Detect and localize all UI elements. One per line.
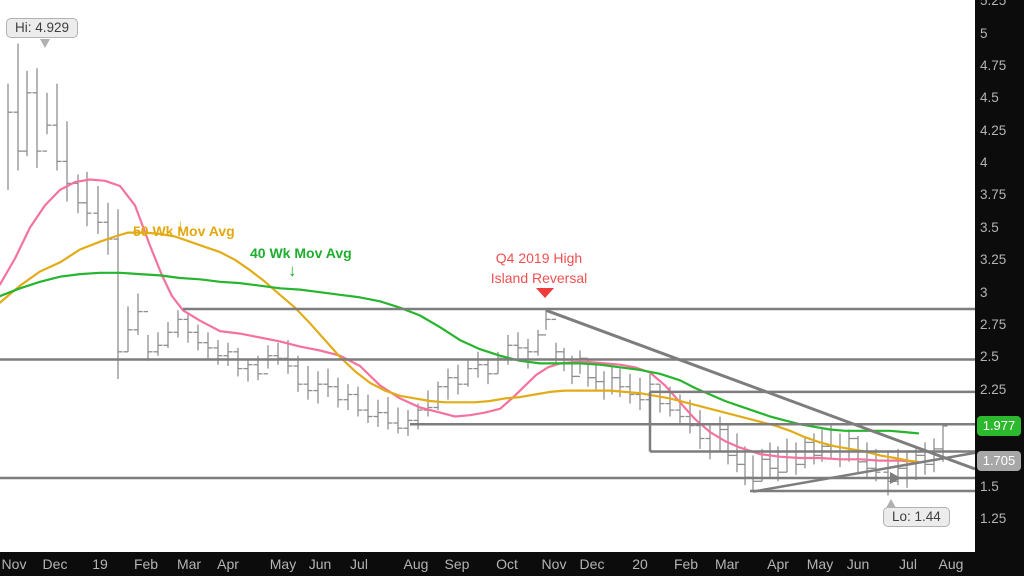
hi-callout-pointer bbox=[40, 39, 50, 48]
x-axis[interactable]: Nov Dec 19 Feb Mar Apr May Jun Jul Aug Sep Oct Nov De… bbox=[0, 552, 1024, 576]
x-axis-label: Apr bbox=[217, 556, 239, 572]
ma50-annotation[interactable]: 50 Wk Mov Avg bbox=[133, 223, 235, 239]
y-axis-tick-label: 4.75 bbox=[980, 58, 1007, 73]
y-axis-tick-label: 4.25 bbox=[980, 123, 1007, 138]
x-axis-label: Feb bbox=[133, 556, 159, 572]
x-axis-label: Feb bbox=[673, 556, 699, 572]
island-reversal-marker-icon bbox=[536, 288, 554, 298]
y-axis[interactable]: 5.25 5 4.75 4.5 4.25 4 3.75 3.5 3.25 3 2.75 2.5 2.25… bbox=[975, 0, 1024, 576]
hi-price-callout[interactable]: Hi: 4.929 bbox=[6, 18, 79, 38]
y-axis-tick-label: 1.25 bbox=[980, 511, 1007, 526]
price-bars bbox=[7, 43, 948, 496]
island-reversal-line2: Island Reversal bbox=[490, 270, 588, 286]
island-reversal-line1: Q4 2019 High bbox=[495, 250, 583, 266]
hi-price-label: Hi: 4.929 bbox=[15, 20, 70, 35]
ma50-annotation-text: 50 Wk Mov Avg bbox=[133, 223, 235, 239]
y-axis-tick-label: 3.5 bbox=[980, 220, 999, 235]
trendline-arrowhead-icon bbox=[890, 472, 901, 484]
x-axis-label: Mar bbox=[176, 556, 202, 572]
x-axis-label: Jun bbox=[846, 556, 870, 572]
x-axis-label: Nov bbox=[541, 556, 567, 572]
ma-line-pink bbox=[0, 178, 920, 463]
y-axis-tick-label: 4 bbox=[980, 155, 988, 170]
x-axis-label: Jul bbox=[899, 556, 917, 572]
y-axis-tick-label: 3.25 bbox=[980, 252, 1007, 267]
island-reversal-annotation[interactable]: Q4 2019 High Island Reversal bbox=[458, 248, 620, 288]
lo-callout-pointer bbox=[886, 499, 896, 508]
x-axis-label: Sep bbox=[444, 556, 470, 572]
chart-plot-area[interactable] bbox=[0, 0, 975, 552]
y-axis-tick-label: 4.5 bbox=[980, 90, 999, 105]
y-axis-tick-label: 5.25 bbox=[980, 0, 1007, 8]
y-axis-tick-label: 5 bbox=[980, 26, 988, 41]
ma-line-green bbox=[0, 271, 920, 435]
ma40-annotation-text: 40 Wk Mov Avg bbox=[250, 245, 352, 261]
x-axis-label: Jul bbox=[350, 556, 368, 572]
price-badge-gray: 1.705 bbox=[977, 451, 1021, 471]
price-badge-green: 1.977 bbox=[977, 416, 1021, 436]
y-axis-tick-label: 2.25 bbox=[980, 382, 1007, 397]
x-axis-label: Aug bbox=[938, 556, 964, 572]
x-axis-label: 19 bbox=[92, 556, 108, 572]
x-axis-label: 20 bbox=[632, 556, 648, 572]
x-axis-label: Mar bbox=[714, 556, 740, 572]
y-axis-tick-label: 1.5 bbox=[980, 479, 999, 494]
y-axis-tick-label: 2.5 bbox=[980, 349, 999, 364]
x-axis-label: Oct bbox=[496, 556, 518, 572]
x-axis-label: Nov bbox=[1, 556, 27, 572]
x-axis-label: May bbox=[269, 556, 297, 572]
ma50-down-arrow-icon: ↓ bbox=[176, 216, 185, 235]
y-axis-tick-label: 2.75 bbox=[980, 317, 1007, 332]
ma-line-yellow bbox=[0, 231, 920, 463]
x-axis-label: Aug bbox=[403, 556, 429, 572]
lo-price-label: Lo: 1.44 bbox=[892, 509, 941, 524]
x-axis-label: Jun bbox=[308, 556, 332, 572]
x-axis-label: Dec bbox=[579, 556, 605, 572]
lo-price-callout[interactable]: Lo: 1.44 bbox=[883, 507, 950, 527]
ma40-down-arrow-icon: ↓ bbox=[288, 261, 297, 280]
y-axis-tick-label: 3.75 bbox=[980, 187, 1007, 202]
trendlines[interactable] bbox=[0, 307, 975, 493]
y-axis-tick-label: 3 bbox=[980, 285, 988, 300]
x-axis-label: Apr bbox=[767, 556, 789, 572]
x-axis-label: Dec bbox=[42, 556, 68, 572]
x-axis-label: May bbox=[806, 556, 834, 572]
ma40-annotation[interactable]: 40 Wk Mov Avg bbox=[250, 245, 352, 261]
